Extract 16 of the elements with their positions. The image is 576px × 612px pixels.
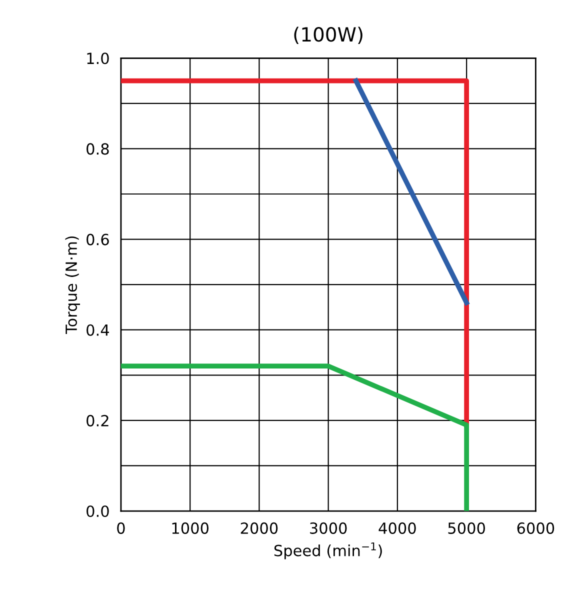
y-tick-label: 0.2: [86, 414, 108, 426]
x-axis-title: Speed (min$^{−1}$): [274, 542, 382, 560]
x-tick-label: 6000: [517, 522, 554, 534]
y-tick-label: 1.0: [87, 52, 109, 64]
x-tick-label: 0: [117, 522, 125, 534]
y-tick-label: 0.6: [86, 234, 109, 246]
x-tick-label: 5000: [448, 522, 485, 534]
y-axis-title: Torque (N·m): [65, 236, 80, 334]
y-tick-label: 0.8: [86, 143, 109, 155]
x-tick-label: 1000: [172, 522, 209, 534]
x-tick-label: 3000: [310, 522, 347, 534]
x-tick-label: 4000: [378, 522, 416, 534]
y-tick-label: 0.4: [86, 324, 109, 336]
chart-title: (100W): [294, 26, 362, 44]
x-tick-label: 2000: [240, 522, 278, 534]
y-tick-label: 0.0: [86, 505, 109, 518]
